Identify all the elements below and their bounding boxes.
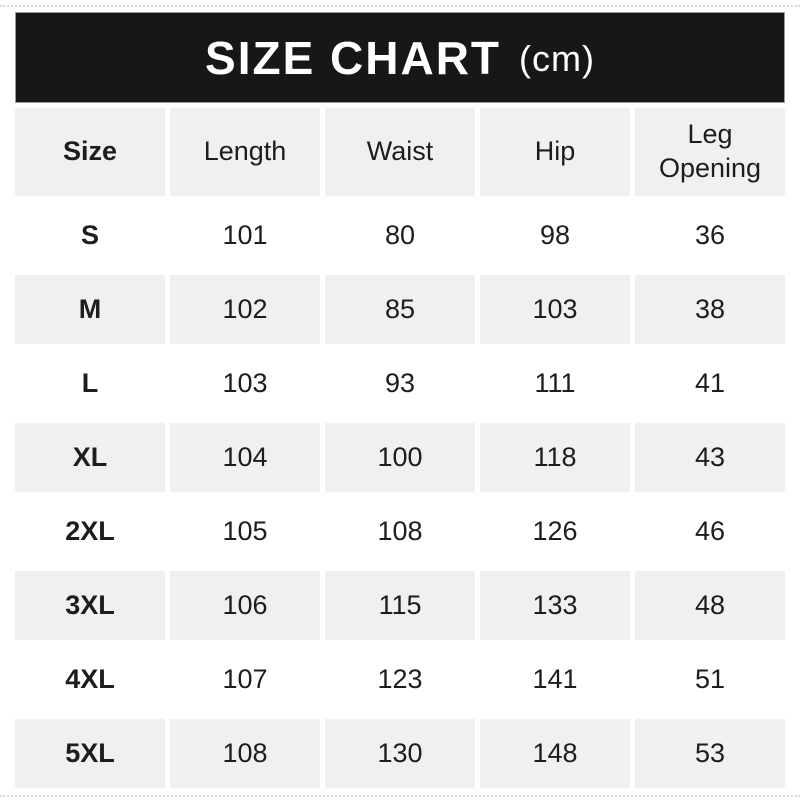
size-cell: 3XL bbox=[15, 571, 165, 640]
leg-opening-cell: 46 bbox=[635, 497, 785, 566]
hip-cell: 148 bbox=[480, 719, 630, 788]
waist-cell: 85 bbox=[325, 275, 475, 344]
leg-opening-cell: 41 bbox=[635, 349, 785, 418]
leg-opening-cell: 51 bbox=[635, 645, 785, 714]
hip-cell: 126 bbox=[480, 497, 630, 566]
page-title: SIZE CHART bbox=[205, 31, 502, 84]
waist-cell: 123 bbox=[325, 645, 475, 714]
column-header-size: Size bbox=[15, 108, 165, 196]
hip-cell: 133 bbox=[480, 571, 630, 640]
top-dotted-divider bbox=[0, 5, 800, 7]
length-cell: 101 bbox=[170, 201, 320, 270]
waist-cell: 100 bbox=[325, 423, 475, 492]
size-cell: S bbox=[15, 201, 165, 270]
hip-cell: 98 bbox=[480, 201, 630, 270]
size-cell: XL bbox=[15, 423, 165, 492]
leg-opening-cell: 48 bbox=[635, 571, 785, 640]
length-cell: 107 bbox=[170, 645, 320, 714]
length-cell: 105 bbox=[170, 497, 320, 566]
leg-opening-cell: 53 bbox=[635, 719, 785, 788]
column-header-leg-opening: Leg Opening bbox=[635, 108, 785, 196]
waist-cell: 115 bbox=[325, 571, 475, 640]
size-cell: L bbox=[15, 349, 165, 418]
size-cell: 5XL bbox=[15, 719, 165, 788]
column-header-hip: Hip bbox=[480, 108, 630, 196]
column-header-length: Length bbox=[170, 108, 320, 196]
hip-cell: 118 bbox=[480, 423, 630, 492]
size-table: Size Length Waist Hip Leg Opening S 101 … bbox=[15, 108, 785, 788]
bottom-dotted-divider bbox=[0, 795, 800, 797]
unit-label: (cm) bbox=[519, 37, 595, 79]
column-header-waist: Waist bbox=[325, 108, 475, 196]
hip-cell: 141 bbox=[480, 645, 630, 714]
length-cell: 104 bbox=[170, 423, 320, 492]
waist-cell: 108 bbox=[325, 497, 475, 566]
size-cell: 2XL bbox=[15, 497, 165, 566]
length-cell: 108 bbox=[170, 719, 320, 788]
length-cell: 103 bbox=[170, 349, 320, 418]
waist-cell: 80 bbox=[325, 201, 475, 270]
size-cell: 4XL bbox=[15, 645, 165, 714]
size-cell: M bbox=[15, 275, 165, 344]
leg-opening-cell: 43 bbox=[635, 423, 785, 492]
waist-cell: 130 bbox=[325, 719, 475, 788]
length-cell: 106 bbox=[170, 571, 320, 640]
length-cell: 102 bbox=[170, 275, 320, 344]
size-chart-header: SIZE CHART (cm) bbox=[15, 12, 785, 103]
leg-opening-cell: 38 bbox=[635, 275, 785, 344]
waist-cell: 93 bbox=[325, 349, 475, 418]
leg-opening-cell: 36 bbox=[635, 201, 785, 270]
hip-cell: 103 bbox=[480, 275, 630, 344]
hip-cell: 111 bbox=[480, 349, 630, 418]
